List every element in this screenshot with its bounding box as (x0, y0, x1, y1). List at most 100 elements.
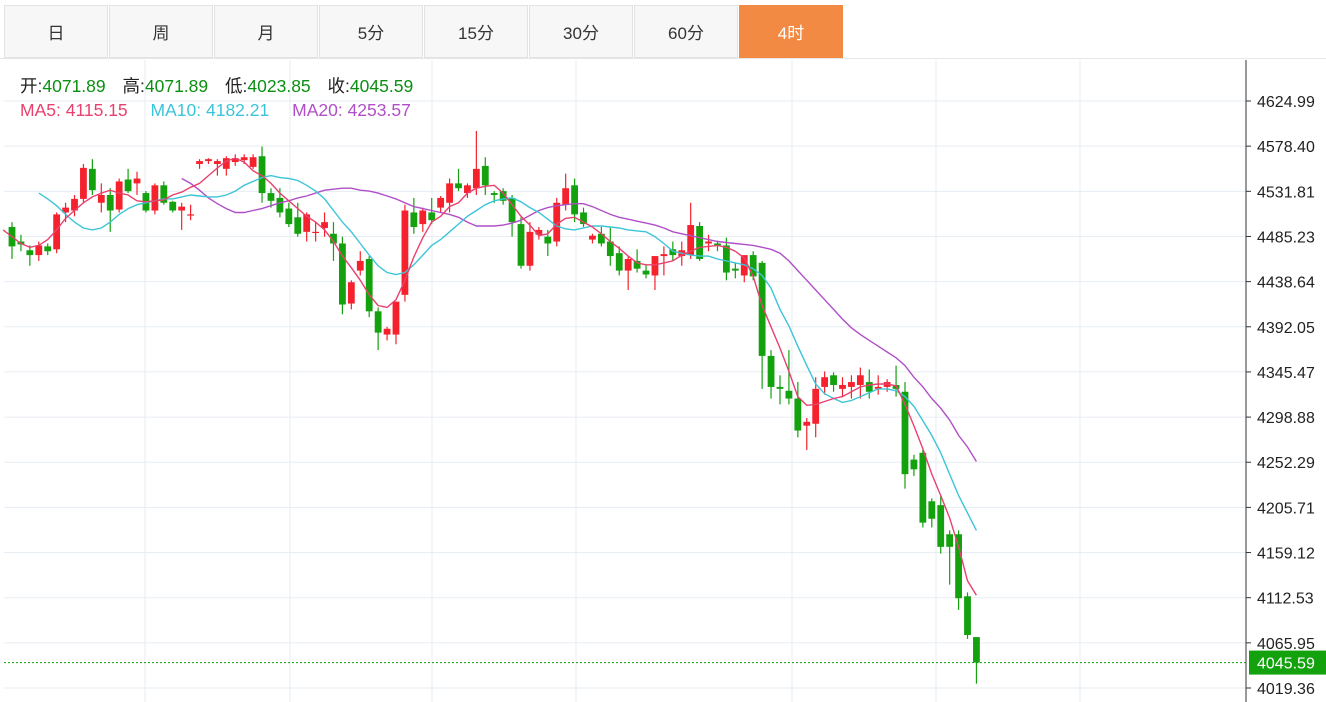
candle-body (455, 183, 462, 189)
ma10-line (38, 174, 978, 531)
close-label: 收: (327, 76, 350, 96)
candle-body (312, 231, 320, 234)
high-label: 高: (122, 76, 145, 96)
candle-body (651, 256, 659, 276)
ma20-legend: MA20: 4253.57 (292, 100, 411, 120)
candle-body (928, 501, 936, 519)
tab-divider (0, 58, 1326, 59)
y-tick-label: 4159.12 (1257, 546, 1315, 563)
low-value: 4023.85 (247, 76, 311, 96)
candle-body (464, 185, 471, 194)
y-tick-label: 4485.23 (1257, 229, 1315, 246)
candle-body (794, 398, 802, 431)
candle-body (205, 159, 212, 162)
y-tick-label: 4438.64 (1257, 275, 1315, 292)
candle-body (240, 157, 248, 161)
candle-body (955, 534, 962, 599)
candle-body (294, 217, 302, 234)
candle-body (339, 243, 346, 305)
candle-body (196, 161, 203, 164)
candle-body (187, 214, 194, 216)
candle-body (383, 328, 391, 335)
candle-body (597, 233, 605, 244)
candle-body (62, 207, 69, 213)
candle-body (178, 206, 186, 211)
y-tick-label: 4578.40 (1257, 139, 1315, 156)
candle-body (767, 355, 775, 387)
candle-body (356, 260, 364, 271)
candle-body (169, 201, 177, 211)
candle-body (330, 233, 337, 244)
y-tick-label: 4205.71 (1257, 500, 1315, 517)
candle-body (151, 185, 159, 211)
candle-body (624, 258, 632, 271)
candle-body (946, 534, 954, 547)
candle-body (526, 231, 534, 266)
open-value: 4071.89 (42, 76, 106, 96)
candle-body (437, 197, 445, 208)
candle-body (830, 375, 837, 385)
candle-body (392, 301, 400, 335)
candle-body (705, 241, 712, 244)
candle-body (26, 250, 34, 256)
candle-body (499, 191, 507, 201)
tab-0[interactable]: 日 (4, 5, 108, 58)
candle-body (589, 235, 596, 240)
candle-body (71, 198, 78, 211)
ma-legend: MA5: 4115.15 MA10: 4182.21 MA20: 4253.57 (20, 100, 429, 121)
last-price-badge (1249, 650, 1326, 675)
candle-body (508, 197, 516, 223)
candle-body (419, 210, 427, 225)
candle-body (919, 452, 927, 523)
y-tick-label: 4345.47 (1257, 365, 1315, 382)
tab-7[interactable]: 4时 (739, 5, 843, 58)
candle-body (115, 181, 123, 210)
tab-1[interactable]: 周 (109, 5, 213, 58)
candle-body (633, 260, 641, 269)
y-tick-label: 4298.88 (1257, 410, 1315, 427)
tab-3[interactable]: 5分 (319, 5, 423, 58)
last-price-label: 4045.59 (1257, 656, 1315, 673)
candle-body (669, 249, 677, 256)
ma10-legend: MA10: 4182.21 (150, 100, 270, 120)
candle-body (88, 168, 96, 191)
candle-body (276, 197, 284, 213)
candle-body (785, 390, 793, 399)
candle-body (758, 262, 766, 356)
candle-body (731, 268, 739, 271)
candle-body (446, 183, 453, 203)
candle-body (642, 270, 650, 275)
y-tick-label: 4392.05 (1257, 320, 1315, 337)
candle-body (97, 195, 105, 203)
candle-body (213, 161, 221, 164)
candle-body (53, 214, 61, 250)
candle-body (124, 179, 132, 192)
candle-body (821, 377, 829, 387)
y-tick-label: 4019.36 (1257, 681, 1315, 698)
candle-body (973, 637, 980, 663)
candle-body (401, 210, 409, 295)
close-value: 4045.59 (349, 76, 414, 96)
candle-body (160, 185, 168, 203)
candle-body (723, 245, 730, 273)
candle-body (865, 382, 873, 392)
candle-body (481, 165, 489, 186)
candle-body (848, 382, 855, 387)
candle-body (249, 157, 257, 167)
candle-body (571, 185, 578, 215)
tab-5[interactable]: 30分 (529, 5, 633, 58)
candle-body (365, 258, 373, 312)
candle-body (964, 596, 971, 636)
candle-body (856, 375, 864, 385)
period-tabs: 日周月 5分 15分 30分 60分 4时 (4, 5, 844, 58)
candle-body (812, 388, 820, 424)
high-value: 4071.89 (144, 76, 209, 96)
tab-4[interactable]: 15分 (424, 5, 528, 58)
tab-2[interactable]: 月 (214, 5, 318, 58)
ma5-legend: MA5: 4115.15 (20, 100, 128, 120)
candle-body (749, 255, 757, 277)
tab-6[interactable]: 60分 (634, 5, 738, 58)
candle-body (231, 158, 239, 163)
candle-body (839, 384, 846, 389)
